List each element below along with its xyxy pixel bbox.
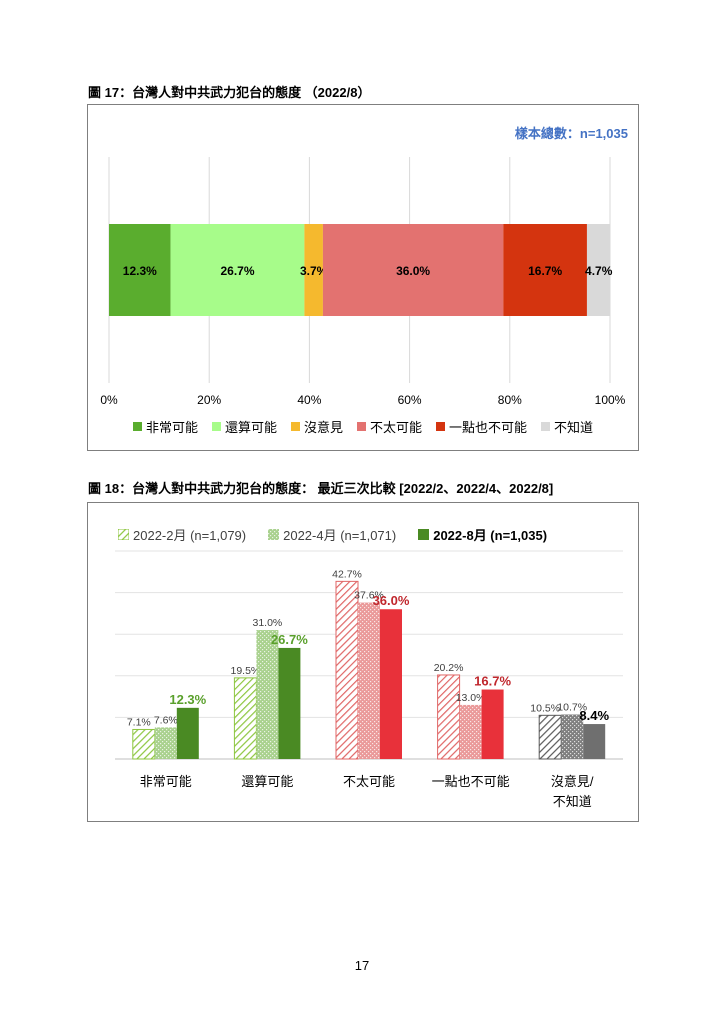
legend-swatch	[290, 422, 300, 431]
data-label: 12.3%	[123, 264, 157, 278]
data-label: 3.7%	[300, 264, 328, 278]
bar	[481, 689, 504, 759]
bar	[358, 602, 380, 759]
category-label: 還算可能	[241, 774, 293, 789]
data-label: 8.4%	[579, 708, 609, 723]
legend-swatch	[132, 422, 142, 431]
legend-label: 一點也不可能	[449, 420, 528, 435]
legend-item: 還算可能	[211, 417, 277, 436]
legend-swatch	[211, 422, 221, 431]
legend-label: 2022-8月 (n=1,035)	[433, 528, 548, 543]
category-label: 沒意見/	[551, 774, 594, 789]
legend-swatch	[357, 422, 366, 431]
data-label: 26.7%	[220, 264, 254, 278]
data-label: 12.3%	[169, 692, 206, 707]
data-label: 7.6%	[154, 714, 178, 726]
legend-item: 沒意見	[290, 417, 343, 436]
bar	[256, 630, 279, 759]
category-label: 非常可能	[140, 774, 192, 789]
data-label: 31.0%	[253, 617, 283, 629]
legend-label: 沒意見	[303, 420, 343, 435]
bar	[233, 677, 257, 760]
legend-swatch	[436, 422, 446, 431]
legend-swatch	[541, 422, 551, 431]
legend-swatch	[418, 529, 430, 540]
data-label: 20.2%	[434, 662, 464, 674]
bar	[437, 674, 461, 760]
legend-label: 2022-4月 (n=1,071)	[283, 528, 397, 543]
legend-swatch	[118, 529, 129, 540]
legend-item: 2022-2月 (n=1,079)	[118, 525, 246, 544]
legend-label: 不太可能	[370, 420, 423, 435]
bar-segment	[170, 224, 305, 316]
legend-label: 非常可能	[145, 420, 198, 435]
bar	[132, 728, 156, 760]
x-tick-label: 40%	[297, 393, 321, 405]
data-label: 36.0%	[373, 593, 410, 608]
x-tick-label: 60%	[398, 393, 422, 405]
category-label: 不知道	[553, 794, 592, 809]
x-tick-label: 80%	[498, 393, 522, 405]
bar-segment	[304, 224, 323, 316]
figure-17-chart-panel: 樣本總數：n=1,035 0% 20% 40% 60% 80% 100% 12.3% 26.7…	[87, 104, 639, 451]
data-label: 37.6%	[354, 590, 384, 602]
legend-swatch	[268, 529, 280, 540]
legend-item: 不太可能	[357, 417, 422, 436]
data-label: 7.1%	[127, 716, 151, 728]
category-label: 不太可能	[343, 774, 395, 789]
category-label: 一點也不可能	[432, 774, 510, 789]
legend-item: 非常可能	[132, 417, 198, 436]
x-tick-label: 100%	[595, 393, 626, 405]
bar	[278, 647, 301, 759]
legend-label: 還算可能	[224, 420, 277, 435]
figure-17-legend: 非常可能 還算可能 沒意見 不太可能 一點也不可能 不知道	[88, 417, 638, 436]
legend-label: 不知道	[554, 420, 594, 435]
data-label: 19.5%	[231, 665, 261, 677]
bar	[459, 704, 482, 759]
legend-item: 2022-4月 (n=1,071)	[268, 525, 396, 544]
x-tick-label: 0%	[100, 393, 118, 405]
bar	[380, 609, 402, 759]
sample-size-note: 樣本總數：n=1,035	[514, 126, 628, 141]
bar	[583, 724, 606, 759]
bar	[154, 727, 177, 759]
data-label: 42.7%	[332, 568, 362, 580]
data-label: 36.0%	[396, 264, 430, 278]
figure-18-chart-panel: 2022-2月 (n=1,079) 2022-4月 (n=1,071) 2022-8…	[87, 502, 639, 822]
grouped-bar-chart: 7.1% 7.6% 12.3% 非常可能 19.5% 31.0% 26.7% 還算可能 42.7…	[115, 550, 623, 809]
bar-segment	[503, 224, 587, 316]
bar	[561, 714, 584, 759]
legend-label: 2022-2月 (n=1,079)	[133, 528, 247, 543]
legend-item: 2022-8月 (n=1,035)	[418, 525, 547, 544]
figure-17-title: 圖 17：台灣人對中共武力犯台的態度 （2022/8）	[88, 85, 371, 100]
figure-18-title: 圖 18：台灣人對中共武力犯台的態度： 最近三次比較 [2022/2、2022/…	[88, 481, 554, 496]
data-label: 16.7%	[528, 264, 562, 278]
x-tick-label: 20%	[197, 393, 221, 405]
legend-item: 不知道	[541, 417, 593, 436]
stacked-bar-chart: 0% 20% 40% 60% 80% 100% 12.3% 26.7% 3.7% 36.0% 16.…	[100, 157, 626, 405]
bar	[335, 580, 359, 760]
data-label: 10.5%	[530, 702, 560, 714]
bar-segment	[322, 224, 504, 316]
data-label: 13.0%	[456, 692, 486, 704]
data-label: 4.7%	[585, 264, 613, 278]
legend-item: 一點也不可能	[436, 417, 527, 436]
bar	[538, 714, 562, 760]
bar-segment	[586, 224, 611, 316]
page-number: 17	[354, 958, 370, 973]
data-label: 10.7%	[557, 701, 587, 713]
bar	[176, 707, 199, 759]
data-label: 26.7%	[271, 632, 308, 647]
data-label: 16.7%	[474, 674, 511, 689]
figure-18-legend: 2022-2月 (n=1,079) 2022-4月 (n=1,071) 2022-8…	[118, 525, 547, 544]
bar-segment	[109, 224, 171, 316]
